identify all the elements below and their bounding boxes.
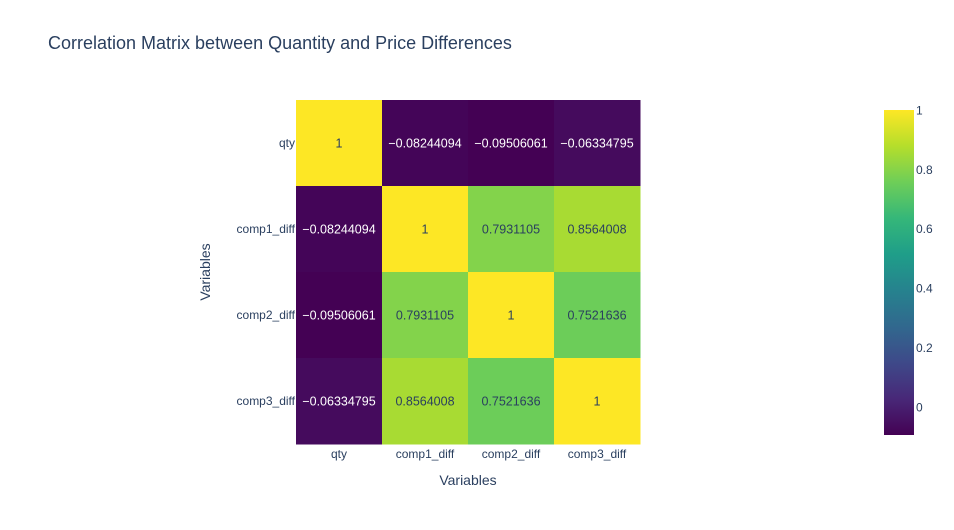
colorbar-tick-label: 0.2 <box>916 341 933 355</box>
cell-value-label: 0.8564008 <box>395 395 454 409</box>
heatmap-cell <box>468 358 555 445</box>
heatmap-cell <box>296 272 383 359</box>
heatmap-cell <box>382 186 469 273</box>
cell-value-label: −0.06334795 <box>560 137 633 151</box>
heatmap-cells <box>296 100 641 445</box>
cell-value-label: 0.7931105 <box>482 223 540 237</box>
cell-value-label: −0.06334795 <box>302 395 375 409</box>
cell-value-label: 1 <box>594 395 601 409</box>
colorbar-tick-label: 1 <box>916 104 923 118</box>
x-tick-label: comp1_diff <box>396 447 455 461</box>
y-tick-label: comp1_diff <box>237 222 296 236</box>
heatmap-cell <box>554 100 641 187</box>
y-axis-ticks: qty comp1_diff comp2_diff comp3_diff <box>237 136 296 408</box>
cell-value-label: 1 <box>422 223 429 237</box>
heatmap-cell <box>468 272 555 359</box>
cell-value-label: 0.7521636 <box>567 309 626 323</box>
colorbar <box>884 110 914 435</box>
cell-value-label: 1 <box>336 137 343 151</box>
y-tick-label: comp3_diff <box>237 394 296 408</box>
heatmap-cell <box>554 272 641 359</box>
chart-title: Correlation Matrix between Quantity and … <box>48 33 512 53</box>
colorbar-tick-label: 0.8 <box>916 163 933 177</box>
colorbar-ticks: 0 0.2 0.4 0.6 0.8 1 <box>916 104 933 415</box>
cell-value-label: 0.8564008 <box>567 223 626 237</box>
cell-value-label: 0.7931105 <box>396 309 454 323</box>
x-tick-label: qty <box>331 447 347 461</box>
heatmap-cell-labels: 1 −0.08244094 −0.09506061 −0.06334795 −0.082… <box>302 137 633 409</box>
colorbar-tick-label: 0 <box>916 400 923 414</box>
heatmap-cell <box>554 186 641 273</box>
heatmap-cell <box>468 186 555 273</box>
heatmap-cell <box>382 100 469 187</box>
cell-value-label: −0.09506061 <box>302 309 375 323</box>
heatmap-cell <box>554 358 641 445</box>
heatmap-cell <box>296 186 383 273</box>
x-axis-ticks: qty comp1_diff comp2_diff comp3_diff <box>331 447 627 461</box>
colorbar-tick-label: 0.6 <box>916 222 933 236</box>
y-tick-label: qty <box>279 136 295 150</box>
y-axis-label: Variables <box>197 243 213 300</box>
colorbar-tick-label: 0.4 <box>916 282 933 296</box>
cell-value-label: 0.7521636 <box>481 395 540 409</box>
heatmap-cell <box>382 272 469 359</box>
heatmap-cell <box>296 358 383 445</box>
cell-value-label: 1 <box>508 309 515 323</box>
heatmap-cell <box>382 358 469 445</box>
cell-value-label: −0.08244094 <box>388 137 461 151</box>
cell-value-label: −0.09506061 <box>474 137 547 151</box>
x-tick-label: comp3_diff <box>568 447 627 461</box>
cell-value-label: −0.08244094 <box>302 223 375 237</box>
x-tick-label: comp2_diff <box>482 447 541 461</box>
y-tick-label: comp2_diff <box>237 308 296 322</box>
heatmap-cell <box>296 100 383 187</box>
x-axis-label: Variables <box>439 472 496 488</box>
heatmap-cell <box>468 100 555 187</box>
